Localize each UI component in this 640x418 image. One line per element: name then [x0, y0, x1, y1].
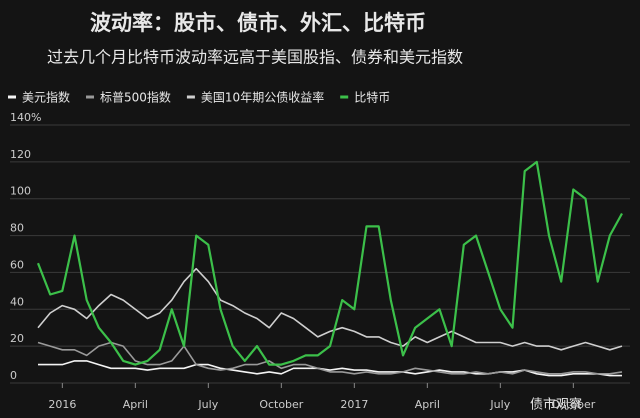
legend-label: 标普500指数	[100, 90, 171, 105]
series-line	[36, 160, 623, 366]
legend-label: 比特币	[354, 90, 390, 105]
x-tick-label: October	[259, 398, 303, 411]
y-tick-label: 120	[10, 148, 31, 161]
y-tick-label: 60	[10, 258, 24, 271]
x-tick-label: April	[123, 398, 148, 411]
y-tick-label: 100	[10, 185, 31, 198]
x-tick-label: 2016	[48, 398, 76, 411]
chart-title: 波动率：股市、债市、外汇、比特币	[90, 11, 426, 35]
legend-label: 美元指数	[22, 90, 70, 105]
series-line	[37, 267, 623, 351]
x-tick-label: July	[489, 398, 510, 411]
x-tick-label: October	[551, 398, 595, 411]
y-tick-label: 40	[10, 295, 24, 308]
x-tick-label: April	[415, 398, 440, 411]
x-tick-label: 2017	[340, 398, 368, 411]
y-tick-label: 20	[10, 332, 24, 345]
chart-subtitle: 过去几个月比特币波动率远高于美国股指、债券和美元指数	[47, 48, 463, 67]
y-tick-label: 140%	[10, 111, 41, 124]
legend-label: 美国10年期公债收益率	[201, 90, 324, 105]
watermark: 债市观察	[530, 397, 582, 413]
series-line	[37, 341, 623, 375]
y-tick-label: 80	[10, 222, 24, 235]
x-tick-label: July	[197, 398, 218, 411]
y-tick-label: 0	[10, 369, 17, 382]
